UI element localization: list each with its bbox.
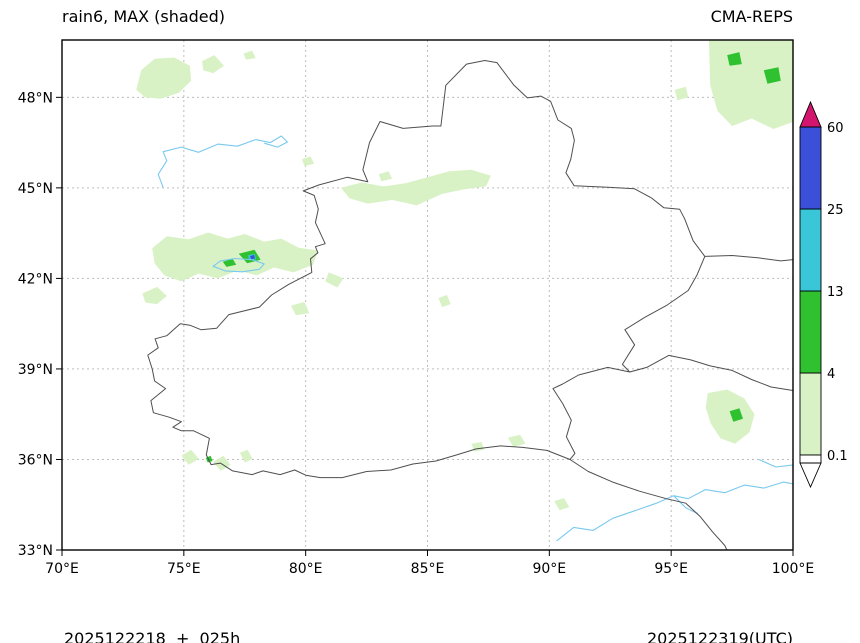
river-upper-yangtze	[556, 481, 793, 542]
x-tick-label: 100°E	[772, 561, 815, 577]
x-tick-label: 95°E	[654, 561, 688, 577]
precip-region-level-1	[291, 301, 310, 316]
model-name: CMA-REPS	[710, 7, 793, 26]
colorbar-under-arrow	[799, 462, 822, 489]
colorbar-segment	[799, 126, 822, 210]
boundary-gansu-qinghai	[629, 354, 793, 391]
y-tick-label: 45°N	[18, 181, 53, 197]
colorbar-segment	[799, 372, 822, 456]
precip-region-level-2	[727, 52, 742, 66]
precip-region-level-1	[554, 498, 570, 511]
precip-region-level-2	[763, 67, 781, 84]
colorbar-label: 13	[827, 285, 844, 300]
valid-time-utc-line: 2025122319(UTC)	[647, 629, 793, 643]
precip-region-level-1	[705, 389, 755, 444]
map-area	[62, 40, 793, 550]
lake-balkhash	[157, 135, 288, 188]
colorbar-label: 4	[827, 367, 835, 382]
precip-region-level-1	[325, 272, 344, 288]
precip-region-level-2	[222, 258, 237, 267]
y-tick-label: 39°N	[18, 362, 53, 378]
x-tick-label: 75°E	[167, 561, 201, 577]
x-tick-label: 70°E	[45, 561, 79, 577]
precip-region-level-1	[507, 434, 526, 447]
precip-region-level-1	[202, 55, 224, 74]
precip-region-level-2	[729, 408, 743, 422]
precip-region-level-1	[181, 449, 199, 465]
precip-region-level-1	[142, 286, 167, 305]
colorbar-label: 0.1	[827, 449, 848, 464]
init-time-utc-line: 2025122218 + 025h	[64, 629, 241, 643]
colorbar-segment	[799, 208, 822, 292]
x-tick-label: 80°E	[289, 561, 323, 577]
boundary-china-mongolia	[704, 255, 793, 262]
precip-region-level-1	[302, 156, 315, 167]
precip-region-level-1	[674, 86, 689, 101]
x-tick-label: 85°E	[411, 561, 445, 577]
y-tick-label: 48°N	[18, 90, 53, 106]
colorbar-under-segment	[799, 454, 822, 464]
colorbar-over-arrow	[799, 100, 822, 128]
precip-region-level-1	[438, 295, 451, 308]
river-right-edge	[758, 458, 793, 468]
y-tick-label: 33°N	[18, 543, 53, 559]
init-time-block: 2025122218 + 025h 2025122302 + 025h	[64, 581, 240, 643]
precip-region-level-1	[243, 50, 256, 60]
colorbar-segment	[799, 290, 822, 374]
x-tick-label: 90°E	[532, 561, 566, 577]
boundary-qinghai-tibet	[569, 459, 728, 550]
precip-region-level-1	[136, 57, 192, 99]
y-tick-label: 42°N	[18, 271, 53, 287]
precip-region-level-1	[341, 169, 491, 206]
colorbar-label: 25	[827, 203, 844, 218]
colorbar-label: 60	[827, 121, 844, 136]
precip-region-level-4	[250, 254, 255, 260]
precip-region-level-1	[378, 171, 393, 182]
y-tick-label: 36°N	[18, 452, 53, 468]
lake-issyk-kul	[212, 257, 265, 273]
boundary-xinjiang	[147, 60, 706, 479]
valid-time-block: 2025122319(UTC) 2025122403(CST)	[647, 581, 793, 643]
precip-region-level-1	[708, 40, 793, 129]
plot-title: rain6, MAX (shaded)	[62, 7, 226, 26]
precip-region-level-1	[239, 449, 253, 463]
precip-region-level-1	[152, 232, 318, 282]
river-branch	[673, 495, 699, 515]
